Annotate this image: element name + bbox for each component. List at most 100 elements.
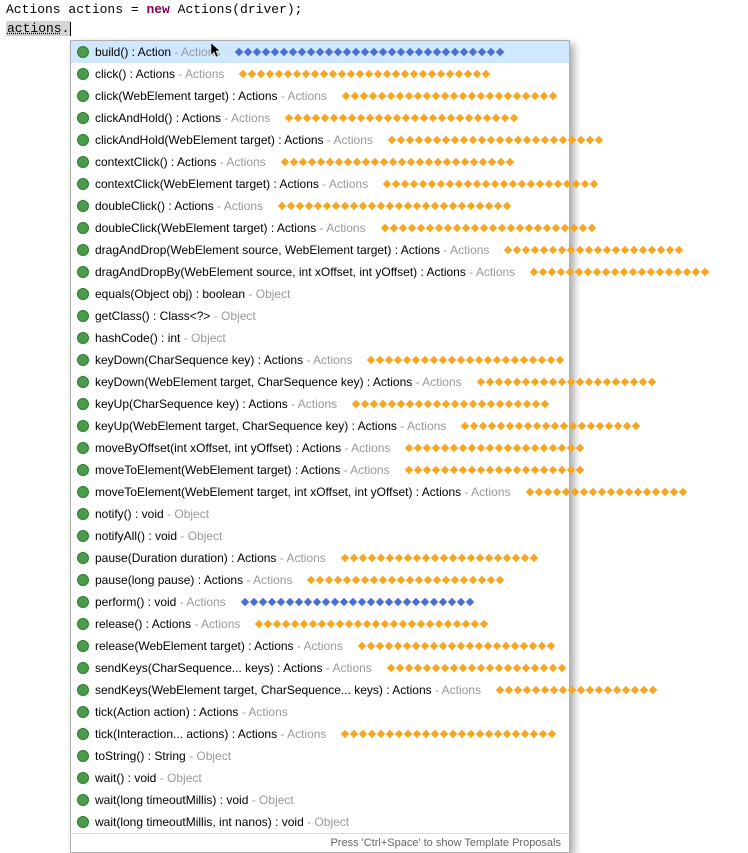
autocomplete-item[interactable]: doubleClick(WebElement target) : Actions… (71, 217, 569, 239)
method-icon (77, 46, 89, 58)
autocomplete-label: keyUp(WebElement target, CharSequence ke… (95, 417, 446, 435)
method-icon (77, 112, 89, 124)
method-icon (77, 200, 89, 212)
autocomplete-item[interactable]: keyUp(CharSequence key) : Actions - Acti… (71, 393, 569, 415)
autocomplete-item[interactable]: notifyAll() : void - Object (71, 525, 569, 547)
relevance-dots (279, 203, 510, 209)
autocomplete-item[interactable]: pause(Duration duration) : Actions - Act… (71, 547, 569, 569)
autocomplete-item[interactable]: hashCode() : int - Object (71, 327, 569, 349)
autocomplete-item[interactable]: build() : Action - Actions (71, 41, 569, 63)
method-icon (77, 640, 89, 652)
autocomplete-label: tick(Interaction... actions) : Actions -… (95, 725, 326, 743)
autocomplete-item[interactable]: perform() : void - Actions (71, 591, 569, 613)
autocomplete-label: toString() : String - Object (95, 747, 231, 765)
method-icon (77, 508, 89, 520)
autocomplete-item[interactable]: keyUp(WebElement target, CharSequence ke… (71, 415, 569, 437)
method-icon (77, 288, 89, 300)
relevance-dots (527, 489, 686, 495)
autocomplete-label: notifyAll() : void - Object (95, 527, 222, 545)
autocomplete-item[interactable]: pause(long pause) : Actions - Actions (71, 569, 569, 591)
relevance-dots (353, 401, 548, 407)
method-icon (77, 618, 89, 630)
autocomplete-item[interactable]: moveByOffset(int xOffset, int yOffset) :… (71, 437, 569, 459)
autocomplete-item[interactable]: equals(Object obj) : boolean - Object (71, 283, 569, 305)
method-icon (77, 376, 89, 388)
method-icon (77, 178, 89, 190)
relevance-dots (282, 159, 513, 165)
relevance-dots (497, 687, 656, 693)
autocomplete-item[interactable]: wait(long timeoutMillis, int nanos) : vo… (71, 811, 569, 833)
method-icon (77, 332, 89, 344)
method-icon (77, 244, 89, 256)
method-icon (77, 706, 89, 718)
method-icon (77, 464, 89, 476)
method-icon (77, 420, 89, 432)
autocomplete-item[interactable]: clickAndHold() : Actions - Actions (71, 107, 569, 129)
method-icon (77, 442, 89, 454)
autocomplete-label: release(WebElement target) : Actions - A… (95, 637, 343, 655)
autocomplete-item[interactable]: wait(long timeoutMillis) : void - Object (71, 789, 569, 811)
autocomplete-list[interactable]: build() : Action - Actionsclick() : Acti… (71, 41, 569, 833)
method-icon (77, 816, 89, 828)
relevance-dots (242, 599, 473, 605)
autocomplete-item[interactable]: sendKeys(CharSequence... keys) : Actions… (71, 657, 569, 679)
relevance-dots (406, 445, 583, 451)
autocomplete-label: moveToElement(WebElement target) : Actio… (95, 461, 390, 479)
relevance-dots (342, 555, 537, 561)
code-line-1: Actions actions = new Actions(driver); (0, 0, 748, 19)
autocomplete-label: wait(long timeoutMillis) : void - Object (95, 791, 294, 809)
autocomplete-item[interactable]: contextClick() : Actions - Actions (71, 151, 569, 173)
method-icon (77, 486, 89, 498)
autocomplete-item[interactable]: moveToElement(WebElement target) : Actio… (71, 459, 569, 481)
relevance-dots (462, 423, 639, 429)
method-icon (77, 662, 89, 674)
method-icon (77, 68, 89, 80)
method-icon (77, 772, 89, 784)
autocomplete-item[interactable]: sendKeys(WebElement target, CharSequence… (71, 679, 569, 701)
autocomplete-label: equals(Object obj) : boolean - Object (95, 285, 290, 303)
method-icon (77, 222, 89, 234)
autocomplete-item[interactable]: release() : Actions - Actions (71, 613, 569, 635)
autocomplete-item[interactable]: click(WebElement target) : Actions - Act… (71, 85, 569, 107)
method-icon (77, 552, 89, 564)
autocomplete-label: click(WebElement target) : Actions - Act… (95, 87, 327, 105)
autocomplete-item[interactable]: toString() : String - Object (71, 745, 569, 767)
autocomplete-item[interactable]: keyDown(CharSequence key) : Actions - Ac… (71, 349, 569, 371)
method-icon (77, 266, 89, 278)
autocomplete-item[interactable]: contextClick(WebElement target) : Action… (71, 173, 569, 195)
relevance-dots (388, 665, 565, 671)
autocomplete-item[interactable]: dragAndDropBy(WebElement source, int xOf… (71, 261, 569, 283)
autocomplete-item[interactable]: release(WebElement target) : Actions - A… (71, 635, 569, 657)
autocomplete-label: doubleClick(WebElement target) : Actions… (95, 219, 366, 237)
autocomplete-item[interactable]: click() : Actions - Actions (71, 63, 569, 85)
autocomplete-item[interactable]: notify() : void - Object (71, 503, 569, 525)
autocomplete-label: pause(long pause) : Actions - Actions (95, 571, 292, 589)
autocomplete-item[interactable]: tick(Action action) : Actions - Actions (71, 701, 569, 723)
autocomplete-item[interactable]: clickAndHold(WebElement target) : Action… (71, 129, 569, 151)
relevance-dots (256, 621, 487, 627)
autocomplete-label: tick(Action action) : Actions - Actions (95, 703, 288, 721)
autocomplete-item[interactable]: tick(Interaction... actions) : Actions -… (71, 723, 569, 745)
relevance-dots (389, 137, 602, 143)
autocomplete-item[interactable]: wait() : void - Object (71, 767, 569, 789)
relevance-dots (286, 115, 517, 121)
method-icon (77, 134, 89, 146)
autocomplete-label: notify() : void - Object (95, 505, 209, 523)
method-icon (77, 684, 89, 696)
relevance-dots (505, 247, 682, 253)
relevance-dots (343, 93, 556, 99)
relevance-dots (382, 225, 595, 231)
autocomplete-label: sendKeys(WebElement target, CharSequence… (95, 681, 481, 699)
relevance-dots (368, 357, 563, 363)
autocomplete-item[interactable]: keyDown(WebElement target, CharSequence … (71, 371, 569, 393)
autocomplete-popup: build() : Action - Actionsclick() : Acti… (70, 40, 570, 853)
autocomplete-label: getClass() : Class<?> - Object (95, 307, 256, 325)
autocomplete-item[interactable]: moveToElement(WebElement target, int xOf… (71, 481, 569, 503)
autocomplete-label: pause(Duration duration) : Actions - Act… (95, 549, 326, 567)
relevance-dots (342, 731, 555, 737)
autocomplete-item[interactable]: dragAndDrop(WebElement source, WebElemen… (71, 239, 569, 261)
autocomplete-item[interactable]: doubleClick() : Actions - Actions (71, 195, 569, 217)
autocomplete-item[interactable]: getClass() : Class<?> - Object (71, 305, 569, 327)
method-icon (77, 156, 89, 168)
relevance-dots (384, 181, 597, 187)
